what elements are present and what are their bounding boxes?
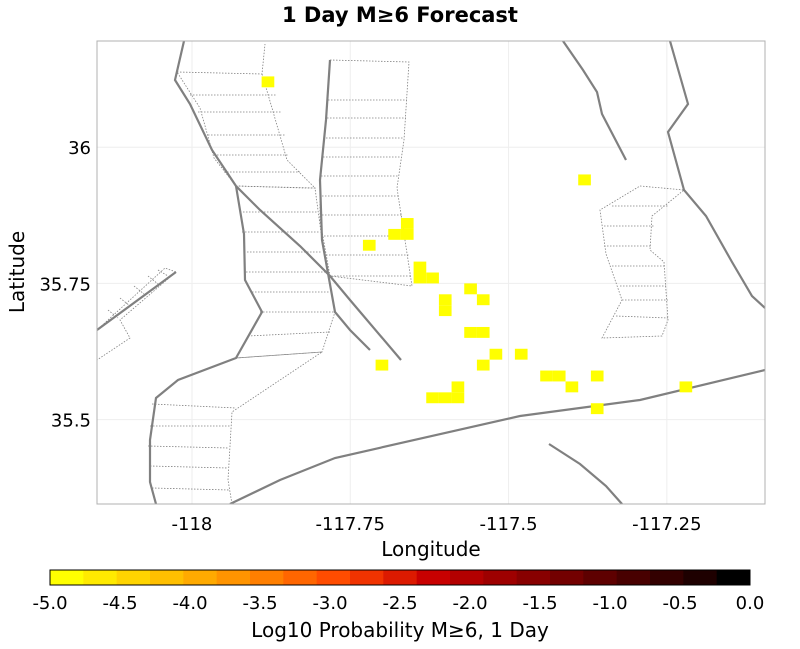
fault-zone-outline — [107, 269, 169, 319]
forecast-cell — [464, 326, 477, 338]
fault-zone-outline — [321, 99, 412, 277]
colorbar-swatch — [650, 570, 684, 585]
map-panel: -118 -117.75 -117.5 -117.25 35.5 35.75 36 — [39, 40, 766, 535]
forecast-cell — [514, 348, 528, 360]
y-tick-label: 36 — [68, 138, 91, 159]
x-tick-label: -118 — [172, 514, 213, 535]
colorbar-tick-label: -5.0 — [32, 593, 67, 614]
colorbar-tick-label: -1.5 — [522, 593, 557, 614]
forecast-cell — [400, 228, 414, 240]
forecast-cell — [451, 381, 465, 393]
colorbar-swatch — [116, 570, 151, 585]
colorbar-swatch — [50, 570, 84, 585]
fault-zone-outline — [147, 351, 324, 504]
y-tick-label: 35.5 — [51, 411, 91, 432]
colorbar-tick-label: -4.0 — [172, 593, 207, 614]
colorbar-swatch — [616, 570, 651, 585]
colorbar-swatch — [550, 570, 584, 585]
fault-lines — [97, 41, 765, 504]
forecast-cell — [400, 218, 414, 229]
forecast-cell — [578, 174, 591, 186]
forecast-cell — [451, 392, 465, 404]
x-tick-label: -117.5 — [480, 514, 538, 535]
colorbar-tick-label: -4.5 — [102, 593, 137, 614]
y-axis-ticks: 35.5 35.75 36 — [39, 138, 91, 431]
forecast-cell — [438, 392, 452, 404]
forecast-cell — [590, 370, 604, 382]
fault-zone-outline — [599, 185, 686, 339]
colorbar-tick-label: 0.0 — [736, 593, 765, 614]
fault-trace — [173, 41, 402, 361]
forecast-cell — [388, 228, 401, 240]
colorbar-swatch — [450, 570, 484, 585]
map-frame — [96, 40, 766, 505]
fault-trace — [229, 368, 765, 504]
colorbar-tick-label: -2.5 — [382, 593, 417, 614]
colorbar-swatch — [183, 570, 218, 585]
fault-trace — [562, 41, 627, 161]
colorbar-tick-label: -2.0 — [452, 593, 487, 614]
y-tick-label: 35.75 — [39, 274, 91, 295]
colorbar-swatch — [250, 570, 284, 585]
colorbar-tick-label: -3.0 — [312, 593, 347, 614]
forecast-cell — [426, 272, 439, 284]
forecast-cell — [476, 359, 490, 371]
colorbar-tick-label: -3.5 — [242, 593, 277, 614]
forecast-cell — [489, 348, 503, 360]
colorbar-label: Log10 Probability M≥6, 1 Day — [251, 618, 549, 642]
chart-title: 1 Day M≥6 Forecast — [282, 3, 518, 27]
forecast-cell — [438, 305, 452, 317]
y-axis-label: Latitude — [5, 231, 29, 313]
forecast-cells — [261, 76, 693, 415]
colorbar-swatch — [483, 570, 518, 585]
colorbar-swatch — [283, 570, 318, 585]
fault-trace — [97, 271, 177, 331]
fault-zone-outline — [97, 267, 177, 361]
forecast-cell — [464, 283, 477, 295]
forecast-cell — [438, 294, 452, 306]
fault-trace — [548, 443, 623, 504]
colorbar-swatch — [316, 570, 351, 585]
colorbar-swatches — [50, 570, 751, 585]
forecast-cell — [565, 381, 579, 393]
colorbar-swatch — [583, 570, 618, 585]
colorbar-tick-label: -0.5 — [662, 593, 697, 614]
forecast-cell — [426, 392, 439, 404]
x-tick-label: -117.25 — [632, 514, 701, 535]
forecast-cell — [261, 76, 275, 88]
forecast-cell — [590, 403, 604, 415]
x-tick-label: -117.75 — [316, 514, 385, 535]
x-axis-label: Longitude — [381, 537, 480, 561]
forecast-cell — [552, 370, 566, 382]
colorbar-tick-label: -1.0 — [592, 593, 627, 614]
colorbar-swatch — [216, 570, 251, 585]
forecast-cell — [476, 294, 490, 306]
colorbar: -5.0 -4.5 -4.0 -3.5 -3.0 -2.5 -2.0 -1.5 -1.0 -0.5… — [32, 569, 764, 642]
fault-trace — [318, 59, 371, 351]
colorbar-swatch — [716, 570, 751, 585]
fault-zone-outline — [604, 205, 669, 319]
forecast-cell — [362, 239, 376, 251]
colorbar-swatch — [150, 570, 184, 585]
colorbar-swatch — [350, 570, 384, 585]
forecast-cell — [375, 359, 389, 371]
x-axis-ticks: -118 -117.75 -117.5 -117.25 — [172, 514, 702, 535]
fault-trace — [148, 185, 264, 504]
forecast-cell — [679, 381, 693, 393]
colorbar-frame — [49, 569, 751, 586]
colorbar-swatch — [516, 570, 551, 585]
forecast-cell — [476, 326, 490, 338]
colorbar-swatch — [683, 570, 718, 585]
colorbar-swatch — [383, 570, 418, 585]
fault-zone-outline — [190, 94, 300, 173]
fault-trace — [666, 41, 765, 309]
forecast-cell — [413, 261, 427, 273]
fault-zone-outline — [240, 211, 335, 337]
forecast-cell — [540, 370, 553, 382]
forecast-cell — [413, 272, 427, 284]
colorbar-swatch — [83, 570, 118, 585]
colorbar-ticks: -5.0 -4.5 -4.0 -3.5 -3.0 -2.5 -2.0 -1.5 -1.0 -0.5… — [32, 593, 764, 614]
colorbar-swatch — [416, 570, 451, 585]
